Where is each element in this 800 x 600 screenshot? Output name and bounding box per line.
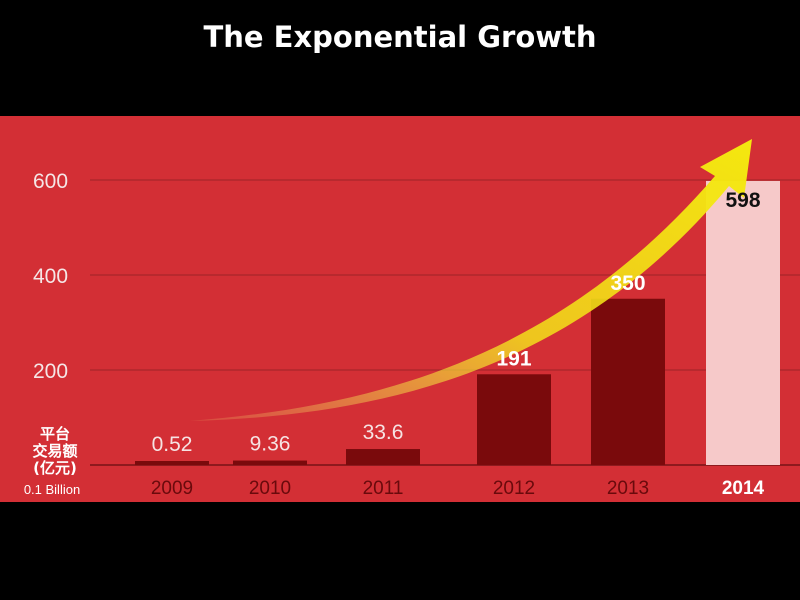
data-label: 33.6: [363, 421, 404, 444]
slide-title: The Exponential Growth: [203, 20, 597, 54]
y-tick-label: 600: [33, 170, 68, 193]
bar-2009: [135, 461, 209, 465]
bar-2013: [591, 298, 665, 465]
bar-2010: [233, 460, 307, 465]
x-tick-label: 2014: [722, 478, 765, 499]
data-label: 0.52: [152, 433, 193, 456]
bar-chart: 0.52 9.36 33.6 191 350 598 200 400 600 2009 2010 2…: [0, 116, 800, 502]
x-tick-label: 2010: [249, 478, 291, 499]
y-tick-label: 400: [33, 265, 68, 288]
y-axis-label: 交易额: [32, 442, 77, 460]
chart-panel: 0.52 9.36 33.6 191 350 598 200 400 600 2009 2010 2…: [0, 116, 800, 502]
data-label: 191: [496, 347, 531, 370]
plot-background: [0, 116, 800, 502]
bar-2014: [706, 180, 780, 465]
x-tick-label: 2012: [493, 478, 535, 499]
data-label: 350: [610, 272, 645, 295]
bar-2011: [346, 449, 420, 465]
bar-2012: [477, 374, 551, 465]
y-axis-label: (亿元): [33, 459, 77, 477]
x-tick-label: 2013: [607, 478, 649, 499]
unit-note: 0.1 Billion: [24, 482, 80, 497]
trend-arrow: [190, 139, 752, 421]
x-tick-label: 2011: [363, 478, 404, 499]
data-label: 598: [725, 189, 760, 212]
y-axis-label: 平台: [40, 425, 70, 443]
data-label: 9.36: [250, 433, 291, 456]
x-tick-label: 2009: [151, 478, 193, 499]
y-tick-label: 200: [33, 360, 68, 383]
